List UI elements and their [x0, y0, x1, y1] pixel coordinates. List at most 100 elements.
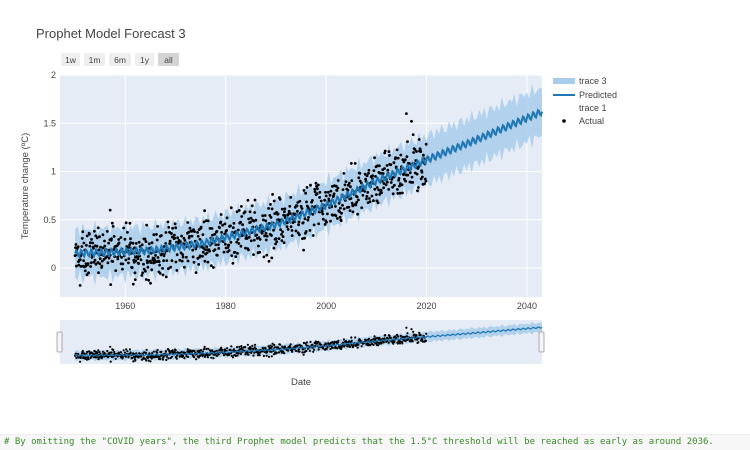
actual-point [202, 348, 206, 351]
range-button-label: all [164, 55, 173, 65]
range-button-1w[interactable]: 1w [61, 53, 80, 66]
actual-point [277, 237, 281, 241]
actual-point [372, 337, 375, 340]
actual-point [304, 230, 308, 233]
actual-point [113, 350, 116, 354]
legend-item-trace-3[interactable]: trace 3 [553, 76, 607, 86]
actual-point [124, 221, 128, 225]
range-slider-left-handle[interactable] [56, 331, 63, 353]
actual-point [200, 349, 203, 352]
legend-item-predicted[interactable]: Predicted [553, 90, 617, 100]
actual-point [272, 199, 276, 203]
actual-point [395, 148, 399, 152]
actual-point [383, 167, 386, 170]
actual-point [220, 346, 223, 349]
actual-point [291, 350, 294, 353]
actual-point [229, 206, 233, 210]
x-tick-label: 2000 [316, 301, 336, 311]
actual-point [201, 233, 205, 237]
actual-point [391, 192, 395, 196]
actual-point [294, 349, 298, 352]
actual-point [363, 172, 367, 176]
actual-point [206, 260, 210, 264]
actual-point [380, 342, 383, 345]
x-axis-ticks: 1960 1980 2000 2020 2040 [115, 301, 537, 311]
actual-point [361, 193, 365, 197]
actual-point [389, 181, 393, 184]
actual-point [239, 244, 243, 248]
actual-point [346, 345, 349, 348]
actual-point [140, 274, 144, 277]
range-slider-right-handle[interactable] [538, 331, 545, 353]
actual-point [165, 358, 168, 362]
actual-point [173, 236, 177, 240]
actual-point [424, 142, 428, 146]
actual-point [265, 253, 269, 257]
actual-point [218, 226, 222, 230]
actual-point [93, 258, 97, 262]
y-axis-title: Temperature change (ºC) [20, 133, 31, 239]
actual-point [191, 255, 195, 259]
actual-point [158, 263, 162, 267]
actual-point [106, 349, 109, 353]
actual-point [271, 342, 274, 345]
actual-point [302, 248, 305, 252]
actual-point [286, 228, 290, 231]
legend-item-trace-1[interactable]: trace 1 [579, 103, 607, 113]
range-button-1y[interactable]: 1y [135, 53, 154, 66]
actual-point [161, 267, 165, 270]
actual-point [348, 209, 352, 213]
actual-point [74, 243, 78, 246]
actual-point [186, 348, 189, 351]
actual-point [277, 351, 281, 354]
actual-point [244, 346, 247, 349]
actual-point [305, 200, 308, 204]
actual-point [229, 240, 233, 244]
actual-point [160, 350, 163, 353]
actual-point [146, 265, 150, 269]
range-button-1m[interactable]: 1m [84, 53, 105, 66]
actual-point [382, 186, 385, 190]
legend[interactable]: trace 3 Predicted trace 1 Actual [553, 76, 617, 126]
actual-point [350, 336, 353, 339]
actual-point [337, 339, 340, 342]
actual-point [142, 267, 146, 271]
actual-point [313, 187, 316, 191]
actual-point [84, 356, 88, 359]
actual-point [418, 331, 421, 334]
actual-point [318, 342, 321, 345]
actual-point [128, 221, 132, 225]
actual-point [182, 236, 186, 240]
actual-point [405, 335, 408, 338]
legend-label: Actual [579, 116, 604, 126]
main-plot-area[interactable] [73, 83, 543, 287]
actual-point [101, 350, 104, 353]
legend-item-actual[interactable]: Actual [562, 116, 604, 126]
actual-point [75, 264, 78, 268]
legend-label: Predicted [579, 90, 617, 100]
actual-point [212, 357, 215, 360]
actual-point [110, 237, 113, 241]
actual-point [232, 348, 235, 351]
actual-point [235, 346, 239, 349]
actual-point [269, 203, 272, 206]
actual-point [106, 261, 110, 265]
actual-point [289, 343, 292, 346]
actual-point [269, 344, 272, 347]
actual-point [205, 245, 209, 249]
actual-point [274, 237, 278, 241]
actual-point [355, 200, 359, 204]
actual-point [111, 225, 115, 228]
actual-point [77, 263, 81, 267]
actual-point [193, 230, 196, 234]
actual-point [167, 357, 170, 360]
actual-point [176, 236, 180, 240]
actual-point [392, 161, 396, 165]
actual-point [420, 170, 424, 174]
actual-point [144, 351, 148, 355]
actual-point [221, 348, 224, 351]
actual-point [311, 212, 315, 216]
range-button-6m[interactable]: 6m [109, 53, 131, 66]
actual-point [262, 354, 265, 358]
range-button-all[interactable]: all [158, 53, 179, 66]
